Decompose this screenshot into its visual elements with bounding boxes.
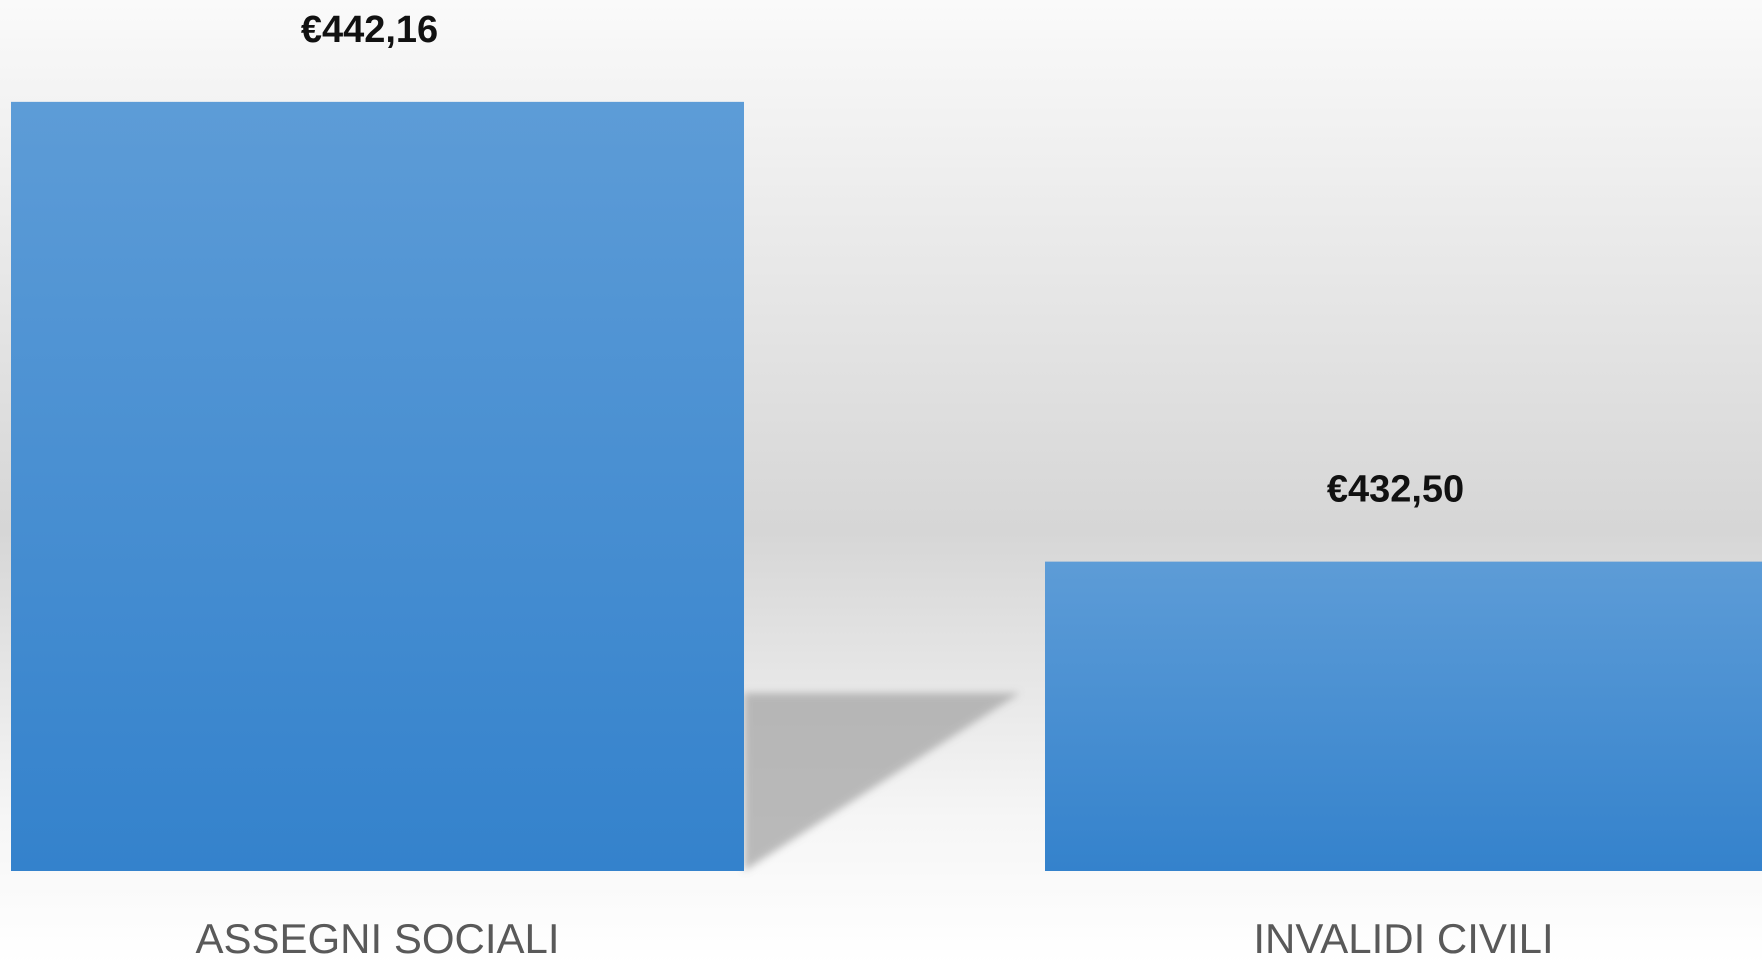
value-label: €432,50 [1327, 469, 1464, 511]
bar [11, 101, 744, 872]
shadow [744, 693, 1020, 871]
value-label: €442,16 [301, 9, 438, 51]
x-tick-label: ASSEGNI SOCIALI [195, 915, 559, 962]
bar [1045, 561, 1762, 871]
x-tick-label: INVALIDI CIVILI [1253, 915, 1553, 962]
